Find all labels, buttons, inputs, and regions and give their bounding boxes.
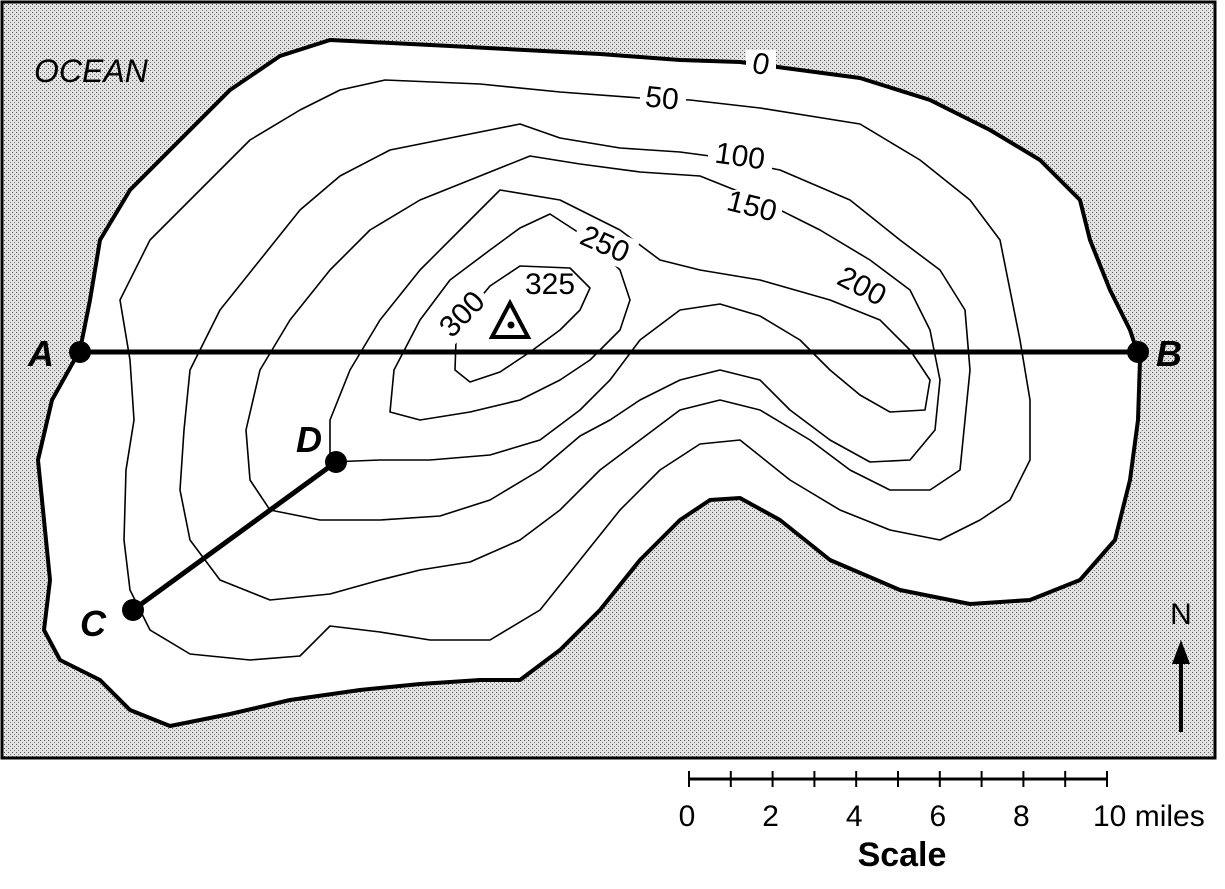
contour-line-50 — [119, 79, 1031, 661]
line-c-d — [131, 459, 338, 613]
point-c-marker — [122, 599, 144, 621]
point-a-label: A — [27, 333, 54, 374]
point-a-marker — [69, 341, 91, 363]
scale-tick-label: 4 — [846, 800, 863, 833]
point-c-label: C — [80, 603, 107, 644]
contour-label-100: 100 — [713, 137, 767, 177]
point-d-label: D — [296, 419, 322, 460]
scale-tick-label: 8 — [1013, 800, 1030, 833]
scale-tick-label: 0 — [679, 800, 696, 833]
contour-line-200 — [329, 189, 931, 463]
north-label: N — [1170, 598, 1192, 631]
scale-tick-label: 10 miles — [1093, 800, 1205, 833]
scale-tick-label: 6 — [929, 800, 946, 833]
summit-triangle-icon — [488, 298, 532, 339]
scale-tick-label: 2 — [762, 800, 779, 833]
ocean-label: OCEAN — [34, 53, 149, 89]
scale-bar: 0 2 4 6 8 10 miles — [679, 771, 1205, 833]
contour-label-325: 325 — [525, 268, 575, 301]
contour-line-100 — [179, 123, 971, 601]
point-b-marker — [1127, 341, 1149, 363]
contour-label-50: 50 — [644, 80, 681, 116]
contour-label-0: 0 — [749, 47, 772, 83]
north-arrow-icon — [1172, 640, 1190, 732]
scale-ticks — [688, 771, 1108, 787]
contour-line-250 — [389, 213, 631, 421]
scale-title: Scale — [858, 836, 947, 874]
point-d-marker — [325, 451, 347, 473]
point-b-label: B — [1156, 333, 1182, 374]
contour-line-150 — [245, 155, 941, 521]
scale-labels: 0 2 4 6 8 10 miles — [679, 800, 1205, 833]
